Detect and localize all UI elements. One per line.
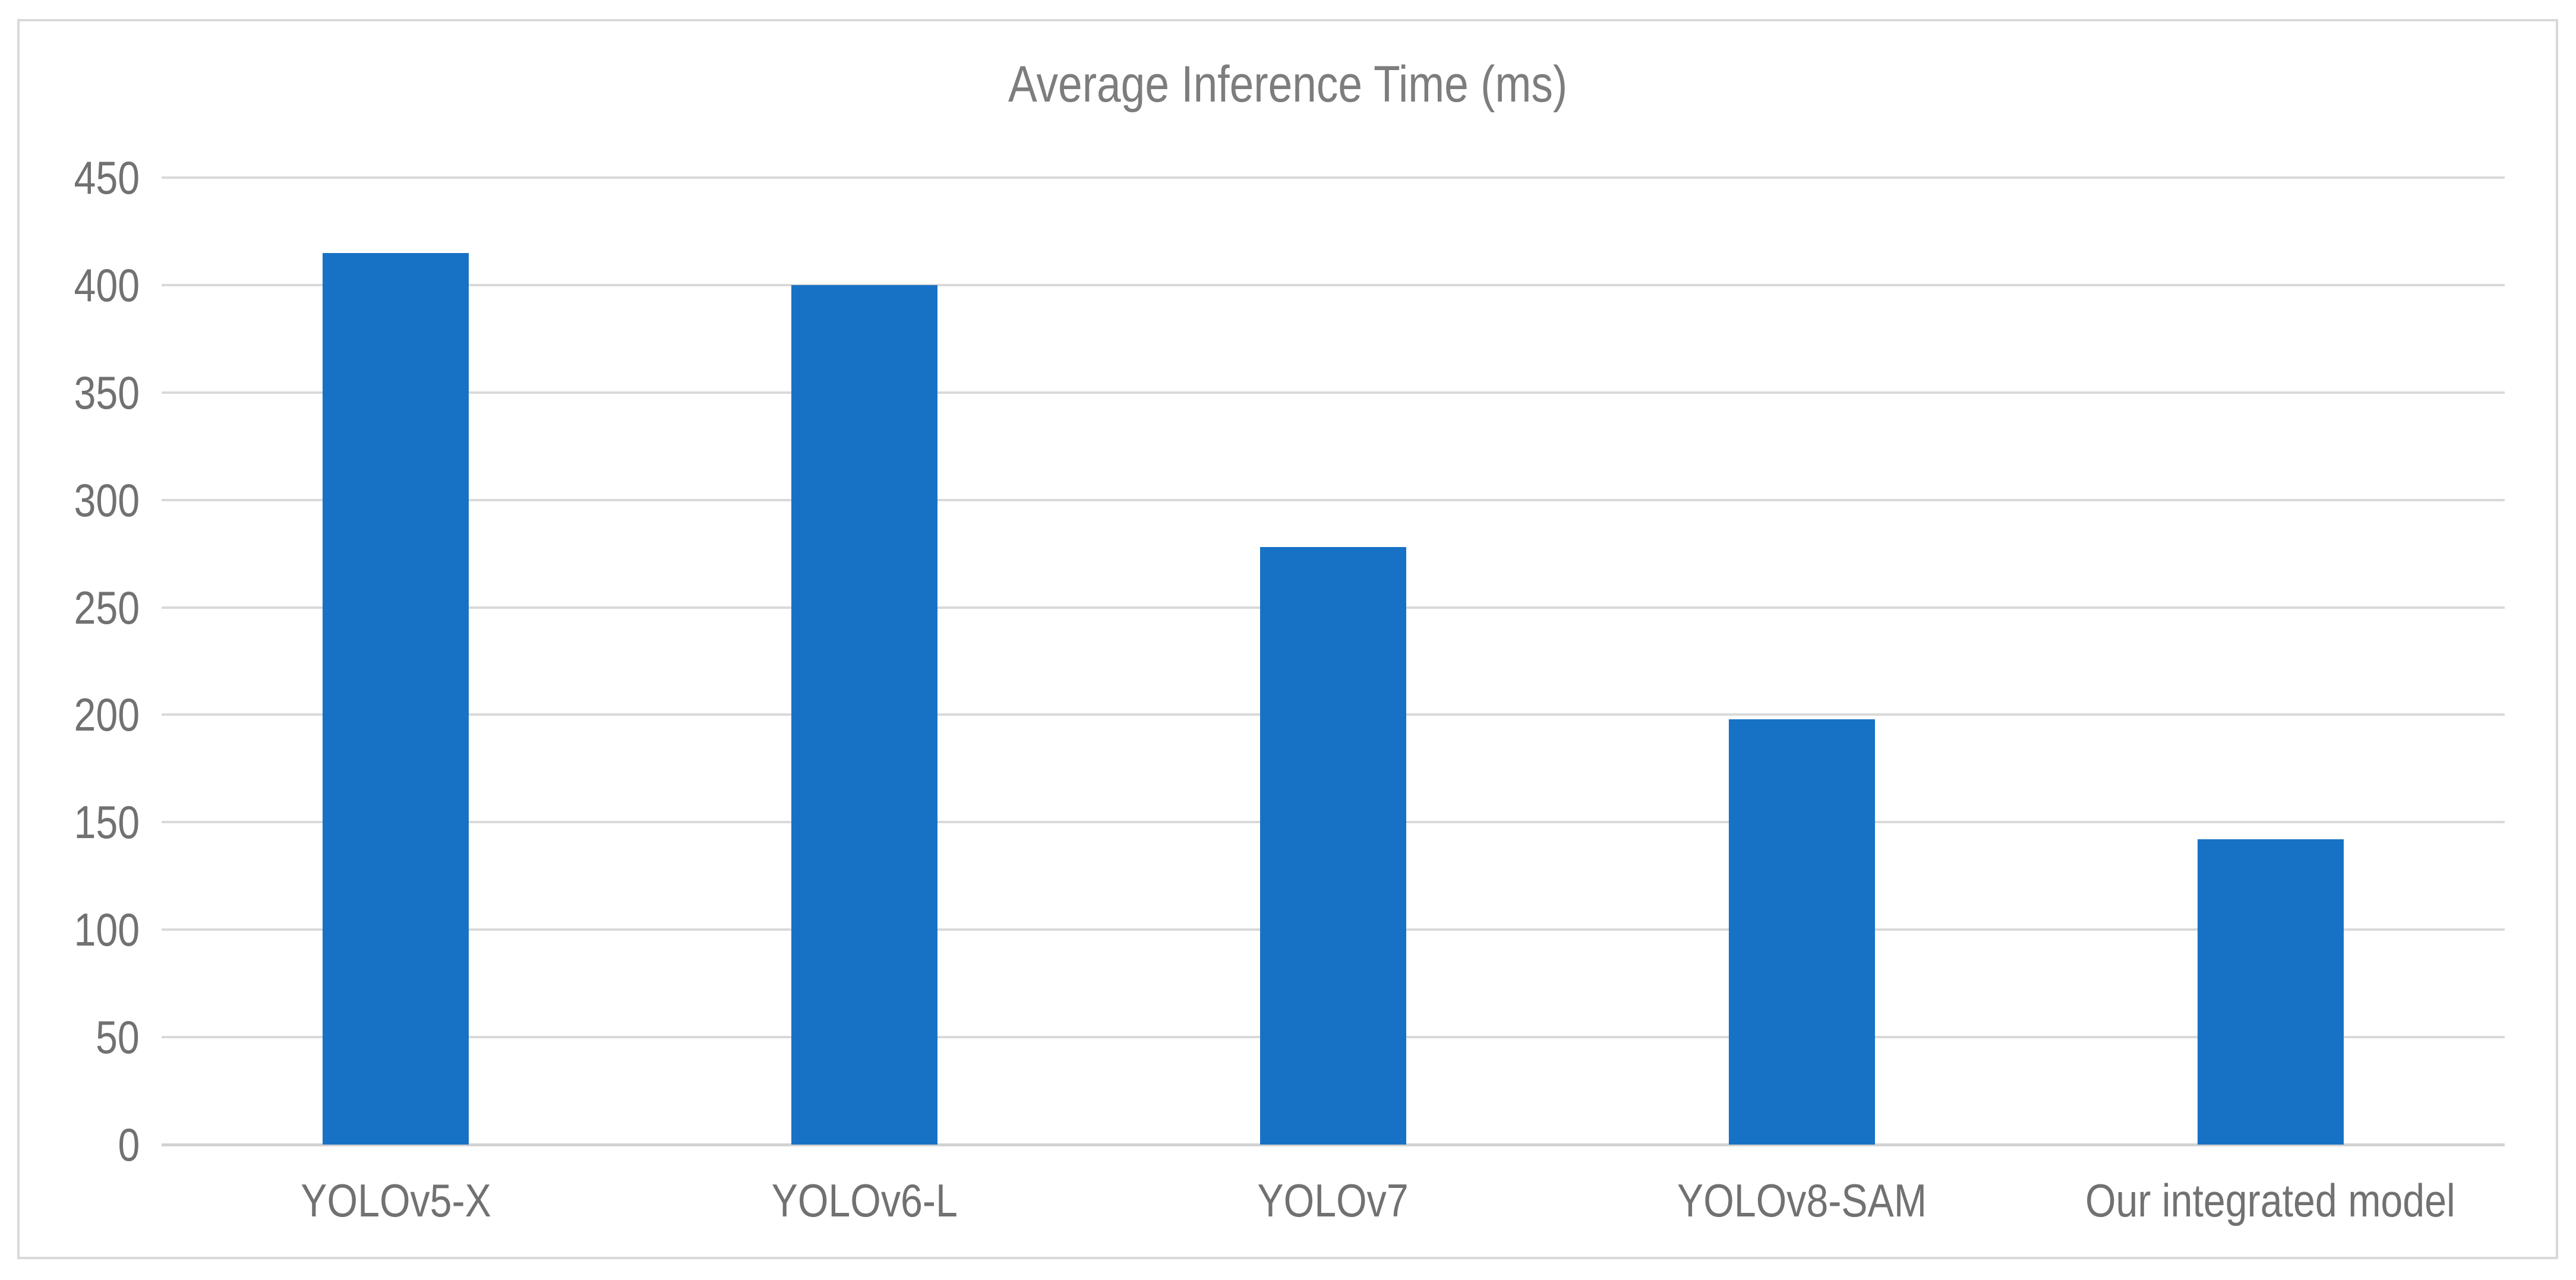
chart-title: Average Inference Time (ms): [0, 55, 2576, 114]
y-tick-label-text: 250: [74, 581, 140, 634]
bar-slot: [1099, 178, 1568, 1145]
y-tick-label-text: 300: [74, 474, 140, 526]
bars-layer: [162, 178, 2505, 1145]
y-tick-label-text: 350: [74, 366, 140, 419]
y-tick-label-text: 100: [74, 903, 140, 956]
x-tick-label-text: YOLOv6-L: [771, 1174, 958, 1227]
y-tick-label-400: 400: [0, 258, 140, 312]
y-tick-label-200: 200: [0, 688, 140, 741]
gridline-y-0: [162, 1143, 2505, 1146]
gridline-y-300: [162, 499, 2505, 501]
x-axis-labels: YOLOv5-X YOLOv6-L YOLOv7 YOLOv8-SAM Our inte…: [162, 1173, 2505, 1228]
bar-our-integrated-model: [2197, 839, 2344, 1145]
y-tick-label-450: 450: [0, 151, 140, 204]
y-tick-label-350: 350: [0, 366, 140, 419]
x-tick-label-yolov8-sam: YOLOv8-SAM: [1567, 1173, 2036, 1228]
y-tick-label-text: 150: [74, 796, 140, 848]
y-tick-label-text: 50: [96, 1011, 140, 1063]
chart-title-text: Average Inference Time (ms): [1008, 56, 1568, 113]
y-tick-label-150: 150: [0, 795, 140, 849]
x-tick-label-text: YOLOv8-SAM: [1677, 1174, 1927, 1227]
x-tick-label-yolov7: YOLOv7: [1099, 1173, 1568, 1228]
y-tick-label-300: 300: [0, 473, 140, 527]
x-tick-label-text: Our integrated model: [2085, 1174, 2455, 1227]
y-tick-label-text: 400: [74, 259, 140, 311]
y-tick-label-250: 250: [0, 581, 140, 634]
x-tick-label-our-integrated-model: Our integrated model: [2036, 1173, 2505, 1228]
bar-yolov5-x: [323, 252, 469, 1145]
x-tick-label-yolov5-x: YOLOv5-X: [162, 1173, 630, 1228]
gridline-y-450: [162, 176, 2505, 179]
y-tick-label-100: 100: [0, 903, 140, 956]
y-tick-label-text: 450: [74, 151, 140, 204]
gridline-y-400: [162, 284, 2505, 286]
gridline-y-350: [162, 391, 2505, 394]
x-tick-label-yolov6-l: YOLOv6-L: [630, 1173, 1099, 1228]
y-tick-label-text: 0: [118, 1118, 140, 1171]
y-tick-label-text: 200: [74, 688, 140, 741]
bar-slot: [2036, 178, 2505, 1145]
bar-slot: [162, 178, 630, 1145]
bar-yolov7: [1259, 547, 1406, 1145]
y-tick-label-50: 50: [0, 1010, 140, 1064]
y-tick-label-0: 0: [0, 1118, 140, 1171]
bar-yolov8-sam: [1728, 719, 1875, 1145]
plot-area: [162, 176, 2505, 1146]
x-tick-label-text: YOLOv5-X: [301, 1174, 491, 1227]
bar-yolov6-l: [791, 285, 938, 1145]
bar-slot: [630, 178, 1099, 1145]
bar-slot: [1567, 178, 2036, 1145]
x-tick-label-text: YOLOv7: [1257, 1174, 1409, 1227]
